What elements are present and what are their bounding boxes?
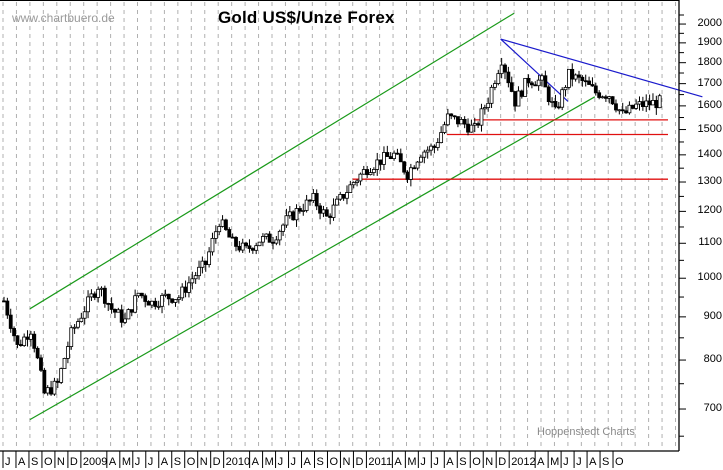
x-tick-label: A xyxy=(589,456,597,468)
x-tick-label: N xyxy=(56,456,65,468)
x-tick-label: O xyxy=(472,456,481,468)
x-tick-label: 2010 xyxy=(225,456,251,468)
x-tick-label: A xyxy=(17,456,26,468)
y-tick-label: 1700 xyxy=(697,76,722,89)
x-tick-label: J xyxy=(134,456,141,468)
x-tick-label: A xyxy=(160,456,169,468)
x-tick-label: J xyxy=(147,456,154,468)
x-tick-label: S xyxy=(316,456,324,468)
y-tick-label: 1300 xyxy=(697,175,722,188)
y-tick-label: 1600 xyxy=(697,98,722,111)
x-axis-ticks xyxy=(2,451,614,468)
y-tick-label: 1900 xyxy=(697,35,722,48)
grid-lines xyxy=(2,2,676,450)
x-tick-label: M xyxy=(121,456,131,468)
y-tick-label: 2000 xyxy=(697,17,722,30)
x-tick-label: J xyxy=(576,456,582,468)
x-tick-label: O xyxy=(329,456,339,468)
trend-lines xyxy=(29,12,703,421)
y-tick-label: 1100 xyxy=(698,236,722,249)
x-tick-label: 2011 xyxy=(368,456,393,468)
y-tick-label: 700 xyxy=(703,402,722,415)
x-tick-label: S xyxy=(602,456,610,468)
y-tick-label: 1400 xyxy=(697,147,722,160)
y-tick-label: 1200 xyxy=(697,204,722,217)
x-tick-label: M xyxy=(550,456,560,468)
x-tick-label: O xyxy=(43,456,53,468)
x-tick-label: A xyxy=(108,456,117,468)
x-tick-label: O xyxy=(615,456,624,468)
x-tick-label: O xyxy=(186,456,196,468)
x-tick-label: J xyxy=(433,456,439,468)
x-tick-label: J xyxy=(563,456,569,468)
chart-title: Gold US$/Unze Forex xyxy=(218,8,395,27)
x-tick-label: M xyxy=(407,456,417,468)
axes xyxy=(0,0,680,452)
x-tick-label: S xyxy=(173,456,182,468)
x-tick-label: J xyxy=(420,456,426,468)
x-tick-label: A xyxy=(537,456,545,468)
x-tick-label: S xyxy=(459,456,467,468)
x-tick-label: N xyxy=(485,456,494,468)
y-tick-label: 1500 xyxy=(697,122,722,135)
x-tick-label: D xyxy=(69,456,78,468)
x-tick-label: 2009 xyxy=(82,456,108,468)
x-tick-label: D xyxy=(498,456,507,468)
x-tick-label: J xyxy=(277,456,284,468)
price-candles xyxy=(2,57,662,396)
x-tick-label: A xyxy=(446,456,454,468)
x-tick-label: J xyxy=(5,456,11,468)
x-tick-label: D xyxy=(355,456,364,468)
x-tick-label: A xyxy=(394,456,402,468)
y-tick-label: 1000 xyxy=(697,271,722,284)
y-axis-ticks xyxy=(679,14,686,437)
x-tick-label: N xyxy=(199,456,208,468)
chart-credit: Hoppenstedt Charts xyxy=(537,426,635,438)
y-tick-label: 900 xyxy=(703,309,722,322)
x-tick-label: S xyxy=(30,456,39,468)
y-tick-label: 1800 xyxy=(697,55,722,68)
x-tick-label: A xyxy=(303,456,311,468)
x-tick-label: J xyxy=(290,456,297,468)
x-tick-label: 2012 xyxy=(511,456,536,468)
x-tick-label: D xyxy=(212,456,221,468)
x-tick-label: N xyxy=(342,456,351,468)
watermark: www.chartbuero.de xyxy=(12,11,115,25)
x-tick-label: A xyxy=(251,456,259,468)
x-tick-label: M xyxy=(264,456,274,468)
y-tick-label: 800 xyxy=(703,353,722,366)
